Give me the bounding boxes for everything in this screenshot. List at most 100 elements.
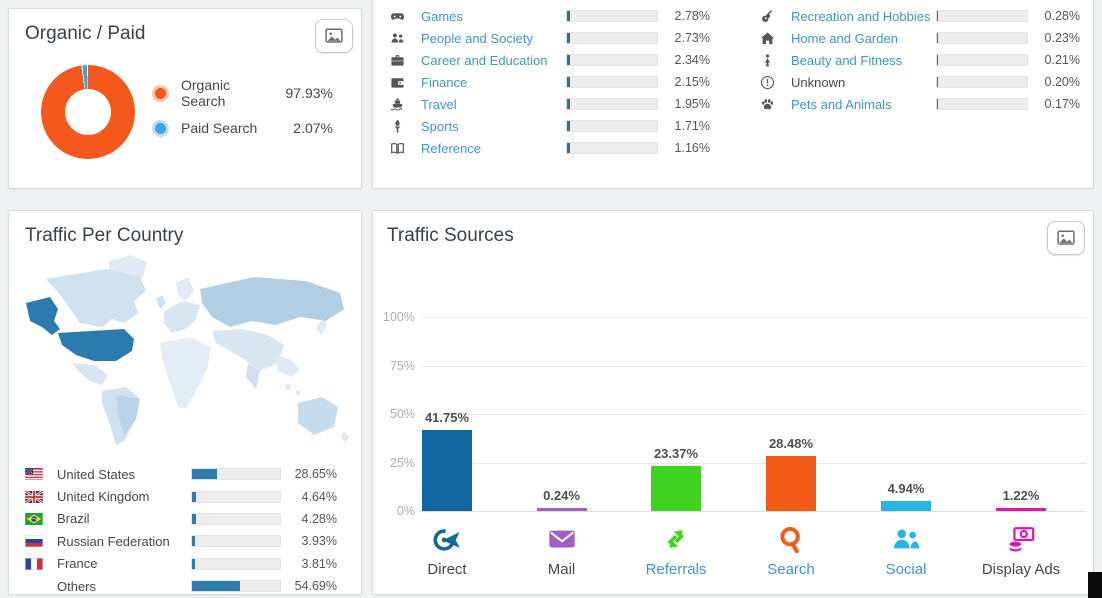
category-value: 0.28% <box>1044 9 1080 23</box>
source-bar-value: 1.22% <box>1002 488 1040 503</box>
sports-icon <box>389 119 405 134</box>
category-bar <box>566 32 658 44</box>
gridline <box>421 414 1086 415</box>
y-axis-tick: 25% <box>389 455 415 470</box>
corner-artifact <box>1088 572 1102 598</box>
direct-icon <box>432 524 462 554</box>
category-row: Career and Education 2.34% <box>389 49 739 71</box>
country-label: Brazil <box>57 511 90 527</box>
category-link[interactable]: Recreation and Hobbies <box>791 8 931 24</box>
category-link[interactable]: Reference <box>421 140 481 156</box>
category-value: 2.15% <box>674 75 710 89</box>
y-axis-tick: 100% <box>383 310 415 324</box>
category-row: Home and Garden 0.23% <box>759 27 1102 49</box>
country-value: 54.69% <box>294 579 337 594</box>
flag-us <box>25 468 43 481</box>
country-row: United States 28.65% <box>9 463 361 485</box>
category-link[interactable]: Pets and Animals <box>791 96 892 112</box>
source-bar-value: 23.37% <box>653 445 699 461</box>
category-link[interactable]: Sports <box>421 118 459 134</box>
flag-ru <box>25 535 43 548</box>
home-and-garden-icon <box>759 31 775 46</box>
category-value: 2.78% <box>674 9 710 23</box>
category-bar <box>936 32 1028 44</box>
country-value: 3.81% <box>301 556 337 571</box>
organic-paid-legend: Organic Search 97.93% Paid Search 2.07% <box>155 77 333 151</box>
legend-row: Organic Search 97.93% <box>155 77 333 109</box>
category-link[interactable]: Finance <box>421 74 468 90</box>
source-label[interactable]: Social <box>885 561 927 578</box>
source-label: Direct <box>427 561 467 578</box>
category-bar <box>566 76 658 88</box>
traffic-per-country-title: Traffic Per Country <box>25 225 184 246</box>
category-row: Recreation and Hobbies 0.28% <box>759 5 1102 27</box>
source-bar <box>996 508 1046 511</box>
source-label[interactable]: Referrals <box>645 561 707 578</box>
country-label: France <box>57 556 98 572</box>
country-value: 4.28% <box>301 511 337 526</box>
category-value: 0.23% <box>1044 31 1080 45</box>
country-row: France 3.81% <box>9 553 361 575</box>
y-axis-tick: 50% <box>389 407 415 421</box>
organic-paid-title: Organic / Paid <box>25 23 146 44</box>
categories-column-right: Recreation and Hobbies 0.28% Home and Gard… <box>759 5 1102 115</box>
travel-icon <box>389 97 405 112</box>
category-bar <box>566 142 658 154</box>
export-image-button[interactable] <box>1047 221 1085 255</box>
category-link[interactable]: Travel <box>421 96 457 112</box>
category-link[interactable]: People and Society <box>421 30 534 46</box>
category-link[interactable]: Beauty and Fitness <box>791 52 903 68</box>
source-bar-value: 28.48% <box>768 435 814 451</box>
category-value: 2.73% <box>674 31 710 45</box>
category-row: Finance 2.15% <box>389 71 739 93</box>
country-label: Russian Federation <box>57 533 170 549</box>
source-bar-value: 4.94% <box>887 481 925 497</box>
source-label[interactable]: Search <box>767 561 815 578</box>
people-and-society-icon <box>389 31 405 46</box>
category-link[interactable]: Home and Garden <box>791 30 898 46</box>
country-label: Others <box>57 578 97 594</box>
country-value: 28.65% <box>294 467 337 482</box>
legend-row: Paid Search 2.07% <box>155 116 333 140</box>
y-axis-tick: 75% <box>389 358 415 373</box>
export-image-button[interactable] <box>315 19 353 53</box>
recreation-and-hobbies-icon <box>759 9 775 24</box>
category-bar <box>566 98 658 110</box>
career-and-education-icon <box>389 53 405 68</box>
category-link: Unknown <box>791 74 846 90</box>
social-icon <box>891 524 921 554</box>
gridline <box>421 511 1086 512</box>
country-bar <box>191 535 281 548</box>
source-bar-value: 0.24% <box>543 488 580 503</box>
source-bar <box>536 508 587 511</box>
category-link[interactable]: Career and Education <box>421 52 548 68</box>
games-icon <box>389 9 405 24</box>
country-bar <box>191 557 281 570</box>
legend-label: Paid Search <box>181 120 258 136</box>
legend-dot <box>155 122 166 134</box>
source-bar-value: 41.75% <box>424 410 470 426</box>
referrals-icon <box>661 524 691 554</box>
category-bar <box>936 54 1028 66</box>
reference-icon <box>389 141 405 156</box>
finance-icon <box>389 75 405 90</box>
mail-icon <box>547 524 577 554</box>
direct-icon-wrap <box>392 523 502 555</box>
image-icon <box>1056 229 1076 247</box>
flag-fr <box>25 557 43 570</box>
legend-value: 2.07% <box>293 120 333 136</box>
category-row: People and Society 2.73% <box>389 27 739 49</box>
category-link[interactable]: Games <box>421 8 463 24</box>
country-bar <box>191 468 281 481</box>
category-row: Pets and Animals 0.17% <box>759 93 1102 115</box>
source-bar <box>651 465 701 511</box>
source-label: Display Ads <box>981 561 1061 578</box>
source-bar <box>766 455 816 511</box>
legend-label: Organic Search <box>181 77 231 109</box>
category-bar <box>566 10 658 22</box>
category-bar <box>936 76 1028 88</box>
category-bar <box>566 120 658 132</box>
source-label: Mail <box>547 561 576 578</box>
source-bar <box>422 430 472 511</box>
referrals-icon-wrap <box>621 523 731 555</box>
